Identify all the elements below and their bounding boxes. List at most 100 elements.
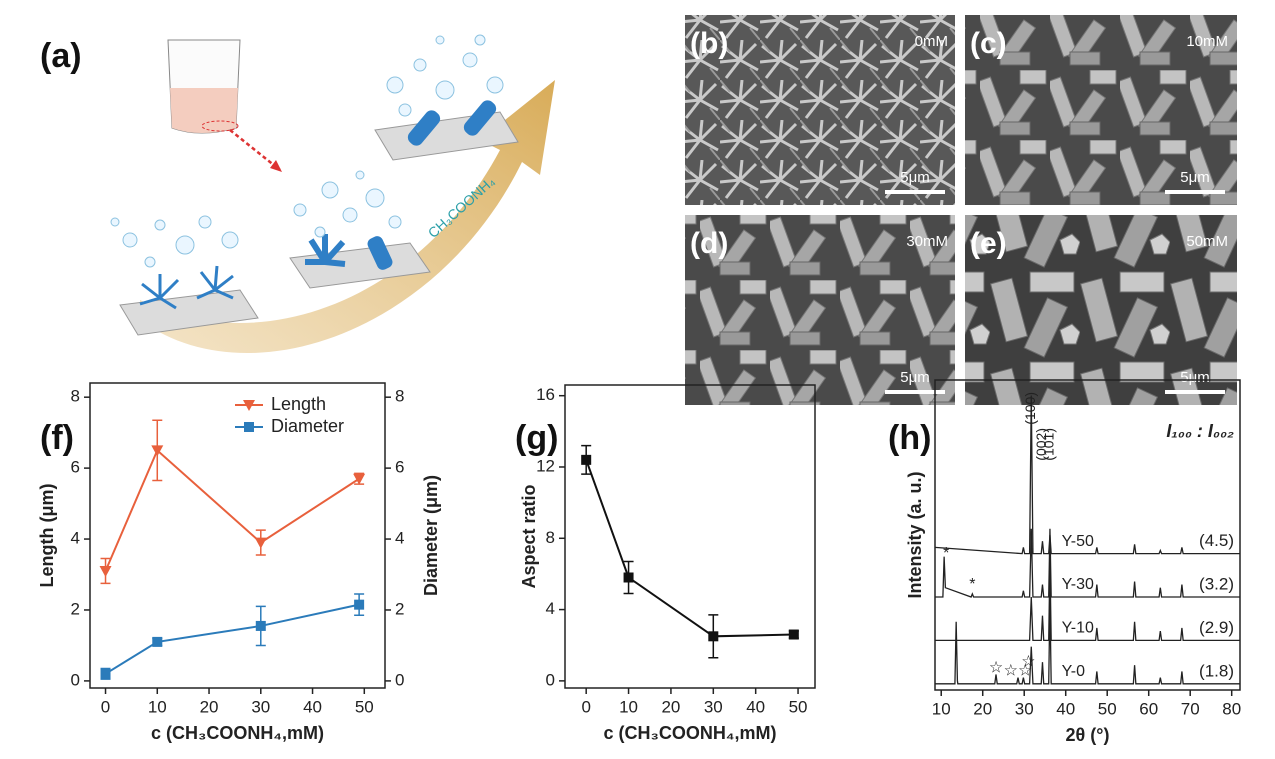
y-tick-label: 0 — [71, 670, 80, 689]
legend-marker — [243, 400, 255, 411]
ratio-label: (4.5) — [1199, 531, 1234, 550]
marker — [623, 572, 634, 583]
y-tick-label: 16 — [536, 385, 555, 404]
substrate — [374, 111, 519, 161]
y-axis-label: Length (μm) — [37, 484, 57, 588]
marker — [151, 445, 164, 457]
legend-marker — [244, 422, 254, 432]
rod — [407, 110, 441, 146]
dotted-arrow — [229, 129, 281, 171]
x-tick-label: 70 — [1181, 699, 1200, 718]
x-tick-label: 0 — [581, 697, 590, 716]
panel-label: (e) — [970, 227, 1007, 260]
highlight — [201, 120, 239, 132]
rod — [463, 100, 497, 136]
x-tick-label: 50 — [355, 697, 374, 716]
y-tick-label: 2 — [71, 599, 80, 618]
concentration: 50mM — [1186, 233, 1228, 250]
plot-frame — [89, 382, 386, 689]
sem-image — [685, 15, 955, 205]
y-axis-label: Aspect ratio — [519, 484, 539, 588]
panel-label: (h) — [888, 419, 931, 457]
series-label: Y-30 — [1062, 576, 1094, 593]
y2-tick-label: 4 — [395, 529, 404, 548]
x-tick-label: 0 — [101, 697, 110, 716]
x-tick-label: 50 — [789, 697, 808, 716]
series-line — [104, 448, 360, 572]
marker — [708, 631, 719, 642]
x-tick-label: 80 — [1222, 699, 1241, 718]
annotation: * — [943, 545, 949, 562]
annotation: ☆☆ — [1004, 663, 1033, 680]
peak-label: (002) — [1033, 428, 1049, 461]
legend-label: Diameter — [271, 416, 344, 436]
x-tick-label: 30 — [251, 697, 270, 716]
scale-bar-label: 5μm — [900, 369, 929, 386]
chart: (f) 0 10 20 30 40 50 0 2 4 6 8 0 2 4 6 8 c (CH₃COONH₄,mM)… — [37, 382, 441, 743]
x-tick-label: 60 — [1139, 699, 1158, 718]
y-tick-label: 0 — [546, 670, 555, 689]
marker — [152, 636, 163, 647]
sem-image — [685, 215, 955, 405]
sem-image — [965, 215, 1237, 405]
bubbles — [110, 34, 504, 268]
sem-e: (e) 50mM 5μm — [965, 215, 1237, 405]
series-line — [105, 603, 360, 675]
schematic: CH₃COONH₄ (a) — [40, 34, 555, 354]
ratio-label: (1.8) — [1199, 661, 1234, 680]
x-tick-label: 40 — [746, 697, 765, 716]
annotation: * — [969, 576, 975, 593]
sem-d: (d) 30mM 5μm — [685, 215, 955, 405]
peak-label: (101) — [1041, 428, 1057, 461]
arrow-head — [270, 160, 282, 172]
rod — [367, 236, 393, 270]
plot-frame — [564, 384, 816, 689]
x-axis-label: c (CH₃COONH₄,mM) — [151, 723, 324, 743]
series-line — [935, 528, 1240, 598]
chart: (h) 10 20 30 40 50 60 70 80 2θ (°) Intensity (a. u… — [888, 379, 1241, 745]
series-label: Y-0 — [1062, 663, 1086, 680]
y2-tick-label: 0 — [395, 670, 404, 689]
annotation: ☆ — [989, 660, 1003, 677]
plot-frame — [934, 379, 1241, 691]
y2-tick-label: 2 — [395, 599, 404, 618]
marker — [99, 565, 112, 577]
sem-c: (c) 10mM 5μm — [965, 15, 1237, 205]
sem-b: (b) 0mM 5μm — [685, 15, 955, 205]
substrate — [119, 289, 259, 336]
ratio-label: (3.2) — [1199, 574, 1234, 593]
y-tick-label: 4 — [71, 529, 80, 548]
x-tick-label: 20 — [661, 697, 680, 716]
x-tick-label: 50 — [1098, 699, 1117, 718]
scale-bar-label: 5μm — [900, 169, 929, 186]
sem-image — [965, 15, 1237, 205]
concentration: 30mM — [906, 233, 948, 250]
x-tick-label: 10 — [932, 699, 951, 718]
panel-label: (c) — [970, 27, 1007, 60]
ratio-header: I₁₀₀ : I₀₀₂ — [1166, 421, 1234, 441]
ratio-label: (2.9) — [1199, 618, 1234, 637]
panel-label: (a) — [40, 37, 82, 75]
x-tick-label: 20 — [200, 697, 219, 716]
scale-bar-label: 5μm — [1180, 169, 1209, 186]
y2-tick-label: 8 — [395, 387, 404, 406]
series-label: Y-10 — [1062, 620, 1094, 637]
marker — [353, 473, 366, 485]
chart: (g) 0 10 20 30 40 50 0 4 8 12 16 c (CH₃COONH₄,mM) Asp… — [515, 384, 816, 743]
peak-label: (100) — [1022, 392, 1038, 425]
x-axis-label: c (CH₃COONH₄,mM) — [604, 723, 777, 743]
x-tick-label: 30 — [1015, 699, 1034, 718]
marker — [354, 599, 365, 610]
x-axis-label: 2θ (°) — [1066, 725, 1110, 745]
solution — [170, 88, 238, 133]
scale-bar-label: 5μm — [1180, 369, 1209, 386]
panel-label: (b) — [690, 27, 728, 60]
series-line — [934, 395, 1240, 555]
concentration: 0mM — [915, 33, 948, 50]
y2-axis-label: Diameter (μm) — [421, 475, 441, 596]
crystals — [139, 234, 346, 310]
x-tick-label: 10 — [619, 697, 638, 716]
y-tick-label: 8 — [546, 528, 555, 547]
y-tick-label: 4 — [546, 599, 555, 618]
